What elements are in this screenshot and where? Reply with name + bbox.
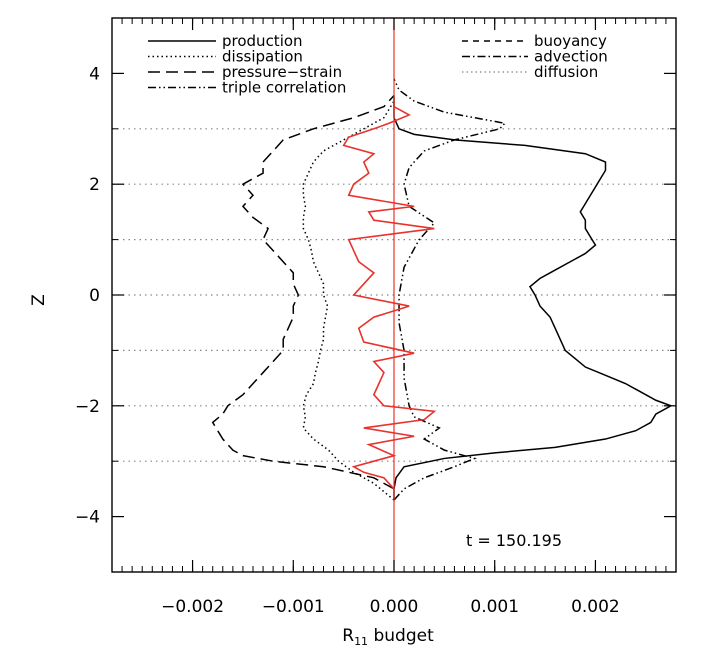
- legend-label-right-1: advection: [534, 48, 608, 66]
- x-axis-label-subscript: 11: [354, 635, 368, 648]
- axis-ticks: [111, 17, 677, 573]
- legend-label-left-2: pressure−strain: [222, 63, 342, 81]
- y-axis-label: Z: [29, 294, 49, 306]
- legend-label-right-0: buoyancy: [534, 32, 607, 50]
- legend-label-left-3: triple correlation: [222, 79, 346, 97]
- y-tick-label-2: 0: [89, 286, 100, 306]
- legend-label-right-2: diffusion: [534, 63, 598, 81]
- legend-label-left-1: dissipation: [222, 48, 303, 66]
- x-tick-label-4: 0.002: [571, 597, 620, 617]
- reference-lines: [112, 128, 676, 462]
- x-tick-label-3: 0.001: [470, 597, 519, 617]
- y-tick-label-3: 2: [89, 175, 100, 195]
- series-line-triple-correlation: [393, 78, 507, 501]
- x-axis-label: R11 budget: [342, 626, 434, 648]
- x-tick-label-2: 0.000: [370, 597, 419, 617]
- series-layer: [211, 78, 673, 501]
- time-annotation: t = 150.195: [466, 531, 562, 550]
- y-tick-label-0: −4: [75, 508, 100, 528]
- tick-labels: −0.002 −0.001 0.000 0.001 0.002 −4 −2 0 2 4: [75, 64, 620, 617]
- legend-label-left-0: production: [222, 32, 303, 50]
- legend: productiondissipationpressure−straintrip…: [148, 32, 608, 97]
- y-tick-label-4: 4: [89, 64, 100, 84]
- x-tick-label-0: −0.002: [161, 597, 224, 617]
- series-line-r-budget-red-: [342, 101, 437, 490]
- x-axis-label-rest: budget: [368, 626, 434, 646]
- x-axis-label-main: R: [342, 626, 354, 646]
- series-line-pressure-strain: [211, 95, 395, 490]
- x-tick-label-1: −0.001: [262, 597, 325, 617]
- series-line-dissipation: [302, 100, 395, 501]
- y-tick-label-1: −2: [75, 397, 100, 417]
- y-axis-title: Z: [29, 294, 49, 306]
- series-line-production: [393, 95, 673, 500]
